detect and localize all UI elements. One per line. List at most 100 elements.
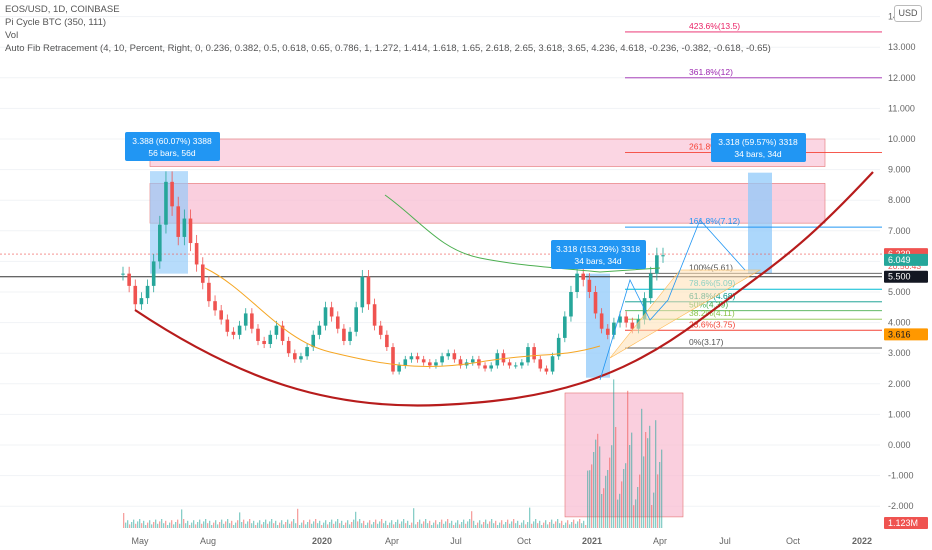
fib-label: 38.2%(4.11) xyxy=(689,308,735,318)
x-tick-label: May xyxy=(131,536,149,546)
volume-bar xyxy=(229,523,231,528)
measure-callout-box xyxy=(125,132,220,161)
measure-box-2019 xyxy=(150,171,188,274)
volume-bar xyxy=(353,519,355,528)
volume-bar xyxy=(181,509,183,528)
candle-body xyxy=(366,276,371,305)
candle-body xyxy=(182,218,187,237)
candle-body xyxy=(587,279,592,292)
volume-bars xyxy=(123,379,663,528)
fib-label: 161.8%(7.12) xyxy=(689,216,740,226)
volume-bar xyxy=(409,525,411,528)
measure-callout-box xyxy=(711,133,806,162)
volume-bar xyxy=(211,525,213,528)
candle-body xyxy=(243,313,248,326)
volume-bar xyxy=(597,433,599,528)
volume-bar xyxy=(357,521,359,528)
volume-bar xyxy=(649,425,651,528)
candle-body xyxy=(219,310,223,320)
y-tick-label: -1.000 xyxy=(888,471,914,481)
volume-bar xyxy=(421,523,423,528)
volume-bar xyxy=(485,519,487,528)
volume-bar xyxy=(531,523,533,528)
volume-bar xyxy=(639,474,641,528)
volume-bar xyxy=(283,524,285,528)
volume-bar xyxy=(567,520,569,528)
volume-bar xyxy=(413,508,415,528)
volume-bar xyxy=(517,520,519,528)
volume-bar xyxy=(469,519,471,528)
volume-bar xyxy=(321,525,323,528)
candle-body xyxy=(532,347,536,360)
candle-body xyxy=(158,224,162,262)
candle-body xyxy=(274,325,279,335)
x-tick-label: Jul xyxy=(450,536,462,546)
indicator-pi-cycle[interactable]: Pi Cycle BTC (350, 111) xyxy=(5,17,107,28)
currency-button[interactable]: USD xyxy=(894,5,922,22)
volume-bar xyxy=(339,523,341,528)
volume-bar xyxy=(457,520,459,528)
volume-bar xyxy=(427,523,429,528)
y-tick-label: 1.000 xyxy=(888,409,911,419)
candle-body xyxy=(648,273,653,299)
volume-bar xyxy=(637,487,639,528)
measure-callout-line1: 3.318 (153.29%) 3318 xyxy=(556,244,640,254)
candle-body xyxy=(286,340,291,354)
volume-bar xyxy=(549,522,551,528)
volume-bar xyxy=(161,519,163,528)
candle-body xyxy=(348,331,352,341)
candle-body xyxy=(385,334,389,348)
fib-label: 100%(5.61) xyxy=(689,262,733,272)
candle-body xyxy=(342,328,346,341)
volume-bar xyxy=(603,488,605,528)
price-countdown: 20:56:43 xyxy=(888,261,921,271)
grid xyxy=(0,16,880,507)
volume-bar xyxy=(201,523,203,528)
volume-bar xyxy=(295,523,297,528)
symbol-title: EOS/USD, 1D, COINBASE xyxy=(5,4,120,15)
volume-bar xyxy=(541,525,543,528)
candle-body xyxy=(520,362,524,366)
volume-bar xyxy=(289,523,291,528)
indicator-volume[interactable]: Vol xyxy=(5,30,19,41)
volume-bar xyxy=(553,523,555,528)
fib-label: 50%(4.39) xyxy=(689,300,728,310)
volume-bar xyxy=(315,519,317,528)
candle-body xyxy=(544,368,549,372)
volume-bar xyxy=(533,521,535,528)
volume-bar xyxy=(573,519,575,528)
volume-bar xyxy=(543,522,545,528)
volume-bar xyxy=(279,522,281,528)
volume-bar xyxy=(149,520,151,528)
y-tick-label: 8.000 xyxy=(888,195,911,205)
volume-bar xyxy=(363,520,365,528)
indicator-auto-fib[interactable]: Auto Fib Retracement (4, 10, Percent, Ri… xyxy=(5,43,771,54)
candle-body xyxy=(440,356,444,363)
volume-bar xyxy=(257,522,259,528)
volume-bar xyxy=(203,521,205,528)
volume-bar xyxy=(411,522,413,528)
volume-bar xyxy=(167,525,169,528)
y-tick-label: 5.000 xyxy=(888,287,911,297)
volume-bar xyxy=(461,522,463,528)
volume-bar xyxy=(501,520,503,528)
volume-bar xyxy=(133,519,135,528)
volume-bar xyxy=(309,519,311,528)
volume-bar xyxy=(487,523,489,528)
volume-bar xyxy=(525,524,527,528)
volume-bar xyxy=(155,519,157,528)
volume-bar xyxy=(135,523,137,528)
volume-bar xyxy=(383,523,385,528)
volume-bar xyxy=(407,520,409,528)
volume-bar xyxy=(601,494,603,528)
volume-bar xyxy=(655,420,657,528)
volume-bar xyxy=(349,524,351,528)
x-axis: May Aug 2020 Apr Jul Oct 2021 Apr Jul Oct 2022 xyxy=(131,536,872,546)
candle-body xyxy=(538,359,543,369)
volume-bar xyxy=(299,525,301,528)
volume-bar xyxy=(527,522,529,528)
volume-bar xyxy=(247,521,249,528)
fib-label: 423.6%(13.5) xyxy=(689,21,740,31)
volume-bar xyxy=(271,519,273,528)
